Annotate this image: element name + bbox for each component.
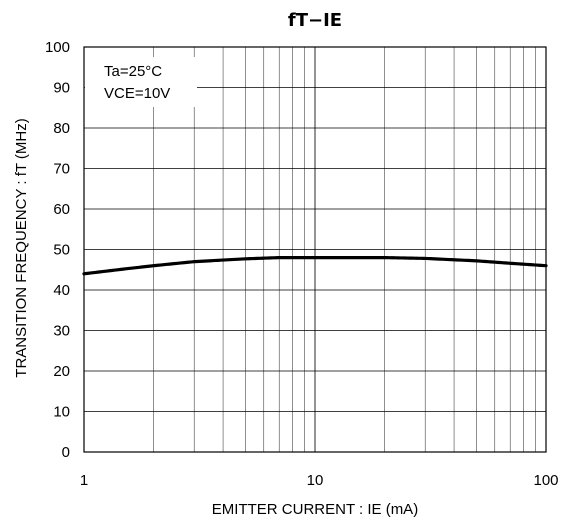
x-tick-label: 100 [533, 472, 558, 489]
y-tick-label: 20 [53, 363, 70, 380]
y-tick-label: 10 [53, 404, 70, 421]
x-tick-label: 10 [307, 472, 324, 489]
chart-title: fT−IE [288, 10, 342, 31]
y-tick-label: 70 [53, 161, 70, 178]
plot-frame [83, 46, 547, 453]
x-tick-label: 1 [80, 472, 88, 489]
y-tick-label: 80 [53, 120, 70, 137]
series-lines [82, 256, 548, 276]
x-axis-label: EMITTER CURRENT : IE (mA) [212, 501, 418, 518]
series-line-0 [82, 256, 548, 276]
y-tick-label: 50 [53, 242, 70, 259]
y-tick-label: 40 [53, 282, 70, 299]
y-tick-label: 30 [53, 323, 70, 340]
annotation-voltage: VCE=10V [104, 85, 170, 102]
y-tick-label: 0 [62, 444, 70, 461]
y-axis-label: TRANSITION FREQUENCY : fT (MHz) [13, 118, 30, 377]
x-tick-labels: 1 10 100 [80, 472, 559, 489]
legend-background [85, 57, 197, 107]
y-tick-label: 90 [53, 80, 70, 97]
legend-box: Ta=25°C VCE=10V [85, 57, 197, 107]
plot-grid [84, 47, 546, 452]
annotation-temperature: Ta=25°C [104, 63, 162, 80]
y-tick-label: 100 [45, 39, 70, 56]
y-tick-label: 60 [53, 201, 70, 218]
y-tick-labels: 0 10 20 30 40 50 60 70 80 90 100 [45, 39, 70, 461]
